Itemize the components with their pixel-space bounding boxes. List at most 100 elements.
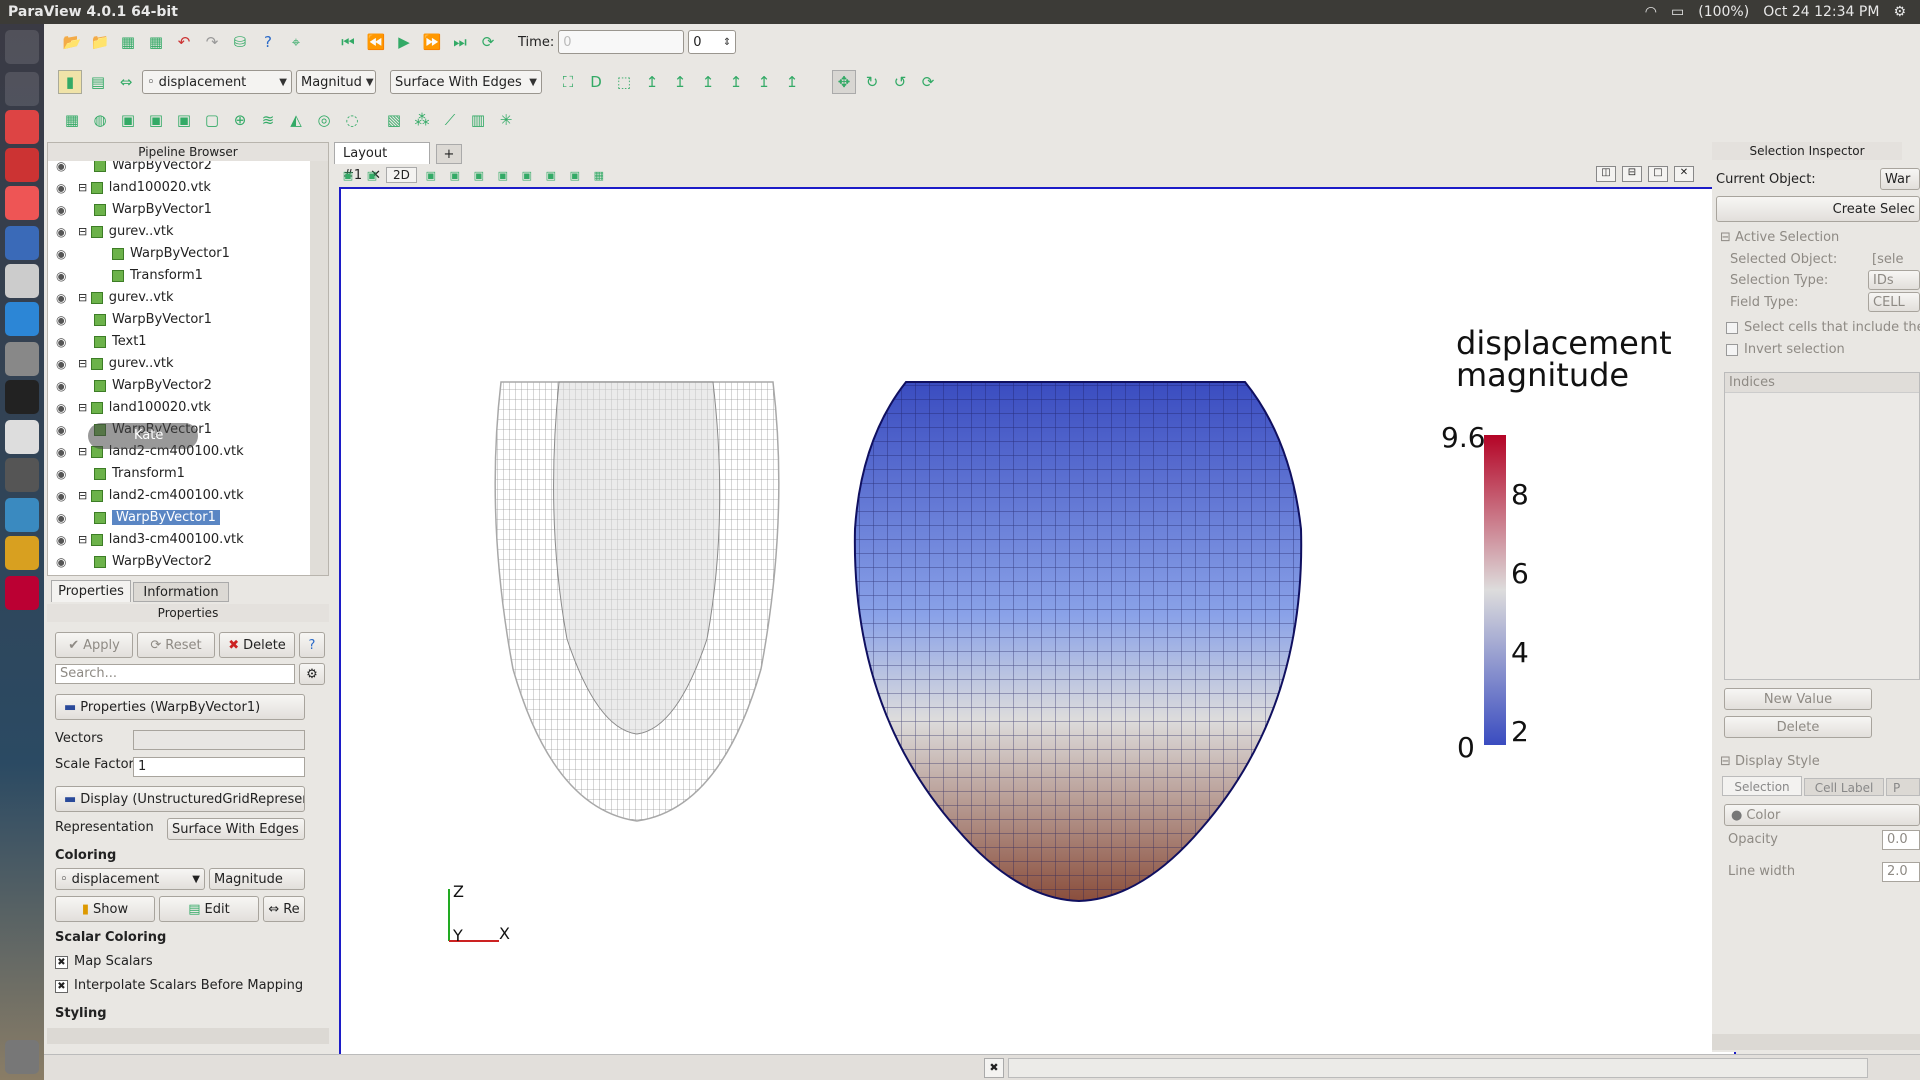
coloring-array-select[interactable]: ◦ displacement ▼: [55, 868, 205, 890]
invert-selection-checkbox[interactable]: Invert selection: [1726, 342, 1845, 357]
trash-icon[interactable]: [5, 1040, 39, 1074]
load-state-icon[interactable]: ▦: [148, 33, 164, 51]
tab-properties[interactable]: Properties: [51, 580, 131, 602]
interpolate-scalars-checkbox[interactable]: ✖ Interpolate Scalars Before Mapping: [55, 978, 303, 993]
collapse-icon[interactable]: ⊟: [78, 357, 91, 370]
camera-undo-icon[interactable]: ▣: [366, 168, 378, 182]
pipeline-tree[interactable]: ◉ WarpByVector2 ◉ ⊟ land100020.vtk ◉ WarpByVe…: [48, 161, 310, 575]
visibility-eye-icon[interactable]: ◉: [56, 225, 67, 239]
contour-icon[interactable]: ◍: [93, 111, 107, 129]
redo-icon[interactable]: ↷: [205, 33, 219, 51]
indices-table[interactable]: Indices: [1724, 372, 1920, 680]
last-frame-icon[interactable]: ⏭: [453, 33, 467, 51]
split-horizontal-icon[interactable]: ◫: [1596, 166, 1616, 182]
close-icon[interactable]: ✕: [370, 168, 382, 183]
visibility-eye-icon[interactable]: ◉: [56, 423, 67, 437]
view-plus-x-icon[interactable]: ↥: [645, 73, 659, 91]
render-view[interactable]: displacement magnitude 9.6 8 6 4 2 0 Z Y…: [339, 187, 1736, 1071]
tab-layout-1[interactable]: Layout #1 ✕: [334, 142, 430, 183]
first-frame-icon[interactable]: ⏮: [341, 33, 355, 51]
tab-point-label[interactable]: P: [1886, 778, 1920, 796]
tex-icon[interactable]: [5, 458, 39, 492]
view-plus-y-icon[interactable]: ↥: [701, 73, 715, 91]
extract-selection-icon[interactable]: ▧: [386, 111, 402, 129]
help-button[interactable]: ?: [299, 632, 325, 658]
properties-hscrollbar[interactable]: [47, 1028, 329, 1044]
open-recent-icon[interactable]: 📁: [90, 33, 110, 51]
skype-icon[interactable]: [5, 302, 39, 336]
selection-type-select[interactable]: IDs: [1868, 270, 1920, 290]
edit-button[interactable]: ▤ Edit: [159, 896, 259, 922]
calculator-icon[interactable]: ▦: [64, 111, 80, 129]
collapse-icon[interactable]: ⊟: [78, 445, 91, 458]
view-plus-z-icon[interactable]: ↥: [757, 73, 771, 91]
kate-icon[interactable]: [5, 420, 39, 454]
show-button[interactable]: ▮ Show: [55, 896, 155, 922]
undo-icon[interactable]: ↶: [177, 33, 191, 51]
pipeline-item[interactable]: ◉ WarpByVector2: [48, 375, 310, 397]
interaction-mode-icon[interactable]: ✥: [832, 70, 856, 94]
save-state-icon[interactable]: ▦: [120, 33, 136, 51]
slice-icon[interactable]: ▣: [148, 111, 164, 129]
tab-selection-style[interactable]: Selection: [1722, 776, 1802, 796]
coloring-component-select[interactable]: Magnitude: [209, 868, 305, 890]
select-points-icon[interactable]: ▣: [449, 168, 461, 182]
visibility-eye-icon[interactable]: ◉: [56, 555, 67, 569]
select-block-icon[interactable]: ▣: [497, 168, 509, 182]
app-icon[interactable]: [5, 226, 39, 260]
visibility-eye-icon[interactable]: ◉: [56, 357, 67, 371]
clock[interactable]: Oct 24 12:34 PM: [1763, 4, 1880, 20]
app-icon[interactable]: [5, 342, 39, 376]
representation-select[interactable]: Surface With Edges ▼: [390, 70, 542, 94]
plot-over-line-icon[interactable]: ⟋: [444, 111, 456, 129]
pipeline-scrollbar[interactable]: [310, 161, 328, 575]
paraview-icon[interactable]: [5, 576, 39, 610]
app-icon[interactable]: [5, 186, 39, 220]
connect-icon[interactable]: ⛁: [233, 33, 247, 51]
collapse-icon[interactable]: ⊟: [78, 533, 91, 546]
dash-icon[interactable]: [5, 30, 39, 64]
camera-icon[interactable]: ▣: [342, 168, 354, 182]
apply-button[interactable]: ✔ Apply: [55, 632, 133, 658]
pipeline-item[interactable]: ◉ Transform1: [48, 463, 310, 485]
section-display[interactable]: ▬ Display (UnstructuredGridRepresen: [55, 786, 305, 812]
gear-icon[interactable]: ⚙: [1893, 4, 1906, 20]
visibility-eye-icon[interactable]: ◉: [56, 203, 67, 217]
pipeline-item[interactable]: ◉ WarpByVector1: [48, 309, 310, 331]
rescale-button[interactable]: ⇔ Re: [263, 896, 305, 922]
clear-selection-icon[interactable]: ▣: [545, 168, 557, 182]
color-legend-icon[interactable]: ▮: [58, 70, 82, 94]
add-layout-tab[interactable]: +: [436, 144, 462, 164]
interactive-select-icon[interactable]: ▣: [521, 168, 533, 182]
battery-icon[interactable]: ▭: [1671, 4, 1685, 20]
rotate-90-ccw-icon[interactable]: ↺: [893, 73, 907, 91]
rotate-90-cw-icon[interactable]: ↻: [865, 73, 879, 91]
pipeline-item[interactable]: ◉ ⊟ land3-cm400100.vtk: [48, 529, 310, 551]
map-scalars-checkbox[interactable]: ✖ Map Scalars: [55, 954, 153, 969]
split-vertical-icon[interactable]: ⊟: [1622, 166, 1642, 182]
visibility-eye-icon[interactable]: ◉: [56, 511, 67, 525]
time-field[interactable]: 0: [558, 30, 685, 54]
visibility-eye-icon[interactable]: ◉: [56, 401, 67, 415]
pipeline-item[interactable]: ◉ WarpByVector1: [48, 199, 310, 221]
pipeline-item[interactable]: ◉ ⊟ gurev..vtk: [48, 287, 310, 309]
close-view-icon[interactable]: ✕: [1674, 166, 1694, 182]
selection-hscrollbar[interactable]: [1712, 1034, 1920, 1050]
collapse-icon[interactable]: ⊟: [78, 489, 91, 502]
open-icon[interactable]: 📂: [62, 33, 82, 51]
field-type-select[interactable]: CELL: [1868, 292, 1920, 312]
line-width-input[interactable]: 2.0: [1882, 862, 1920, 882]
next-frame-icon[interactable]: ⏩: [422, 33, 442, 51]
edit-colormap-icon[interactable]: ▤: [90, 73, 106, 91]
visibility-eye-icon[interactable]: ◉: [56, 291, 67, 305]
view-minus-z-icon[interactable]: ↥: [785, 73, 799, 91]
plot-selection-icon[interactable]: ⁂: [414, 111, 430, 129]
extract-level-icon[interactable]: ◌: [345, 111, 359, 129]
visibility-eye-icon[interactable]: ◉: [56, 269, 67, 283]
current-object-select[interactable]: War: [1880, 168, 1920, 190]
section-properties[interactable]: ▬ Properties (WarpByVector1): [55, 694, 305, 720]
terminal-icon[interactable]: [5, 380, 39, 414]
tab-cell-label[interactable]: Cell Label: [1804, 778, 1884, 796]
clip-icon[interactable]: ▣: [120, 111, 136, 129]
visibility-eye-icon[interactable]: ◉: [56, 467, 67, 481]
